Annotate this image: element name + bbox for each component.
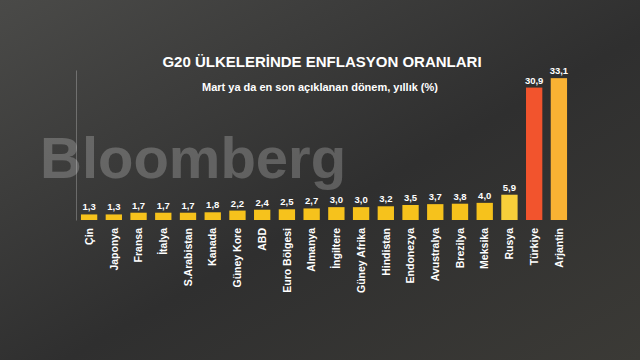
bar xyxy=(353,207,369,220)
data-labels: 1,3 1,3 1,7 1,7 1,7 1,8 2,2 2,4 2,5 2,7 3,0 3,0 3,2 3… xyxy=(82,65,568,212)
data-label: 3,2 xyxy=(379,193,392,204)
x-tick: Brezilya xyxy=(454,224,466,268)
x-tick-label: Endonezya xyxy=(404,228,416,284)
x-tick: Rusya xyxy=(503,224,515,260)
x-tick-label: Güney Kore xyxy=(231,228,243,288)
x-tick-label: İngiltere xyxy=(330,228,342,269)
x-tick: Fransa xyxy=(132,224,144,262)
chart: Bloomberg G20 ÜLKELERİNDE ENFLASYON ORANL… xyxy=(0,0,640,360)
x-tick-label: Brezilya xyxy=(454,228,466,268)
bar xyxy=(180,213,196,220)
background xyxy=(0,0,640,360)
x-tick: Endonezya xyxy=(404,224,416,283)
y-axis-line xyxy=(76,71,77,221)
x-tick: Almanya xyxy=(305,224,317,272)
bar xyxy=(328,207,344,220)
x-tick-label: Meksika xyxy=(478,228,490,269)
bar xyxy=(427,204,443,220)
bar xyxy=(526,88,542,220)
data-label: 1,3 xyxy=(107,201,120,212)
bar xyxy=(254,210,270,220)
x-tick: Japonya xyxy=(108,224,120,271)
data-label: 1,7 xyxy=(132,200,145,211)
data-label: 5,9 xyxy=(503,182,516,193)
x-axis: Çin Japonya Fransa İtalya S.Arabistan Kanada G… xyxy=(83,224,565,293)
bar xyxy=(155,213,171,220)
bar xyxy=(402,205,418,220)
bar xyxy=(81,214,97,220)
data-label: 3,7 xyxy=(429,191,442,202)
x-tick-label: Fransa xyxy=(132,228,144,263)
x-tick-label: S.Arabistan xyxy=(182,228,194,286)
bars xyxy=(81,78,567,220)
bar xyxy=(303,208,319,220)
x-tick: ABD xyxy=(256,224,268,251)
bar xyxy=(477,203,493,220)
watermark: Bloomberg xyxy=(40,125,346,190)
bar xyxy=(205,212,221,220)
x-tick: İtalya xyxy=(157,224,169,255)
x-tick-label: Rusya xyxy=(503,228,515,260)
data-label: 1,8 xyxy=(206,199,219,210)
data-label: 2,2 xyxy=(231,198,244,209)
x-tick: S.Arabistan xyxy=(182,224,194,286)
x-tick-label: Almanya xyxy=(305,228,317,272)
data-label: 30,9 xyxy=(525,75,544,86)
data-label: 3,8 xyxy=(453,191,466,202)
data-label: 3,0 xyxy=(330,194,343,205)
x-tick: Avustralya xyxy=(429,224,441,281)
data-label: 1,7 xyxy=(157,200,170,211)
data-label: 3,5 xyxy=(404,192,418,203)
x-tick: İngiltere xyxy=(330,224,342,269)
x-tick-label: Japonya xyxy=(108,228,120,271)
x-tick: Kanada xyxy=(206,224,218,266)
bar xyxy=(130,213,146,220)
bar xyxy=(279,209,295,220)
x-tick: Euro Bölgesi xyxy=(281,224,293,293)
x-tick-label: Avustralya xyxy=(429,228,441,281)
y-axis xyxy=(76,71,77,221)
data-label: 3,0 xyxy=(354,194,367,205)
x-tick-label: Güney Afrika xyxy=(355,228,367,293)
data-label: 2,5 xyxy=(280,196,294,207)
x-tick: Arjantin xyxy=(553,224,565,268)
x-tick-label: Çin xyxy=(83,228,95,245)
title: G20 ÜLKELERİNDE ENFLASYON ORANLARI xyxy=(162,53,481,70)
bar xyxy=(106,214,122,220)
x-tick-label: ABD xyxy=(256,228,268,251)
data-label: 2,7 xyxy=(305,195,318,206)
data-label: 1,7 xyxy=(181,200,194,211)
x-tick: Çin xyxy=(83,224,95,245)
data-label: 33,1 xyxy=(550,65,569,76)
data-label: 4,0 xyxy=(478,190,491,201)
subtitle: Mart ya da en son açıklanan dönem, yıllı… xyxy=(202,81,438,93)
x-tick-label: Hindistan xyxy=(379,228,391,276)
bar xyxy=(501,195,517,220)
x-tick: Güney Afrika xyxy=(355,224,367,293)
bar xyxy=(229,211,245,220)
x-tick: Güney Kore xyxy=(231,224,243,288)
data-label: 2,4 xyxy=(256,197,270,208)
x-tick: Meksika xyxy=(478,224,490,269)
x-tick: Hindistan xyxy=(379,224,391,276)
bar xyxy=(452,204,468,220)
x-tick-label: Kanada xyxy=(206,228,218,266)
x-tick-label: Euro Bölgesi xyxy=(281,228,293,293)
x-tick: Türkiye xyxy=(528,224,540,265)
x-tick-label: Arjantin xyxy=(553,228,565,268)
x-tick-label: Türkiye xyxy=(528,228,540,266)
x-tick-label: İtalya xyxy=(157,228,169,255)
bar xyxy=(378,206,394,220)
bar xyxy=(551,78,567,220)
data-label: 1,3 xyxy=(82,201,95,212)
plot: 1,3 1,3 1,7 1,7 1,7 1,8 2,2 2,4 2,5 2,7 3,0 3,0 3,2 3… xyxy=(77,65,569,293)
